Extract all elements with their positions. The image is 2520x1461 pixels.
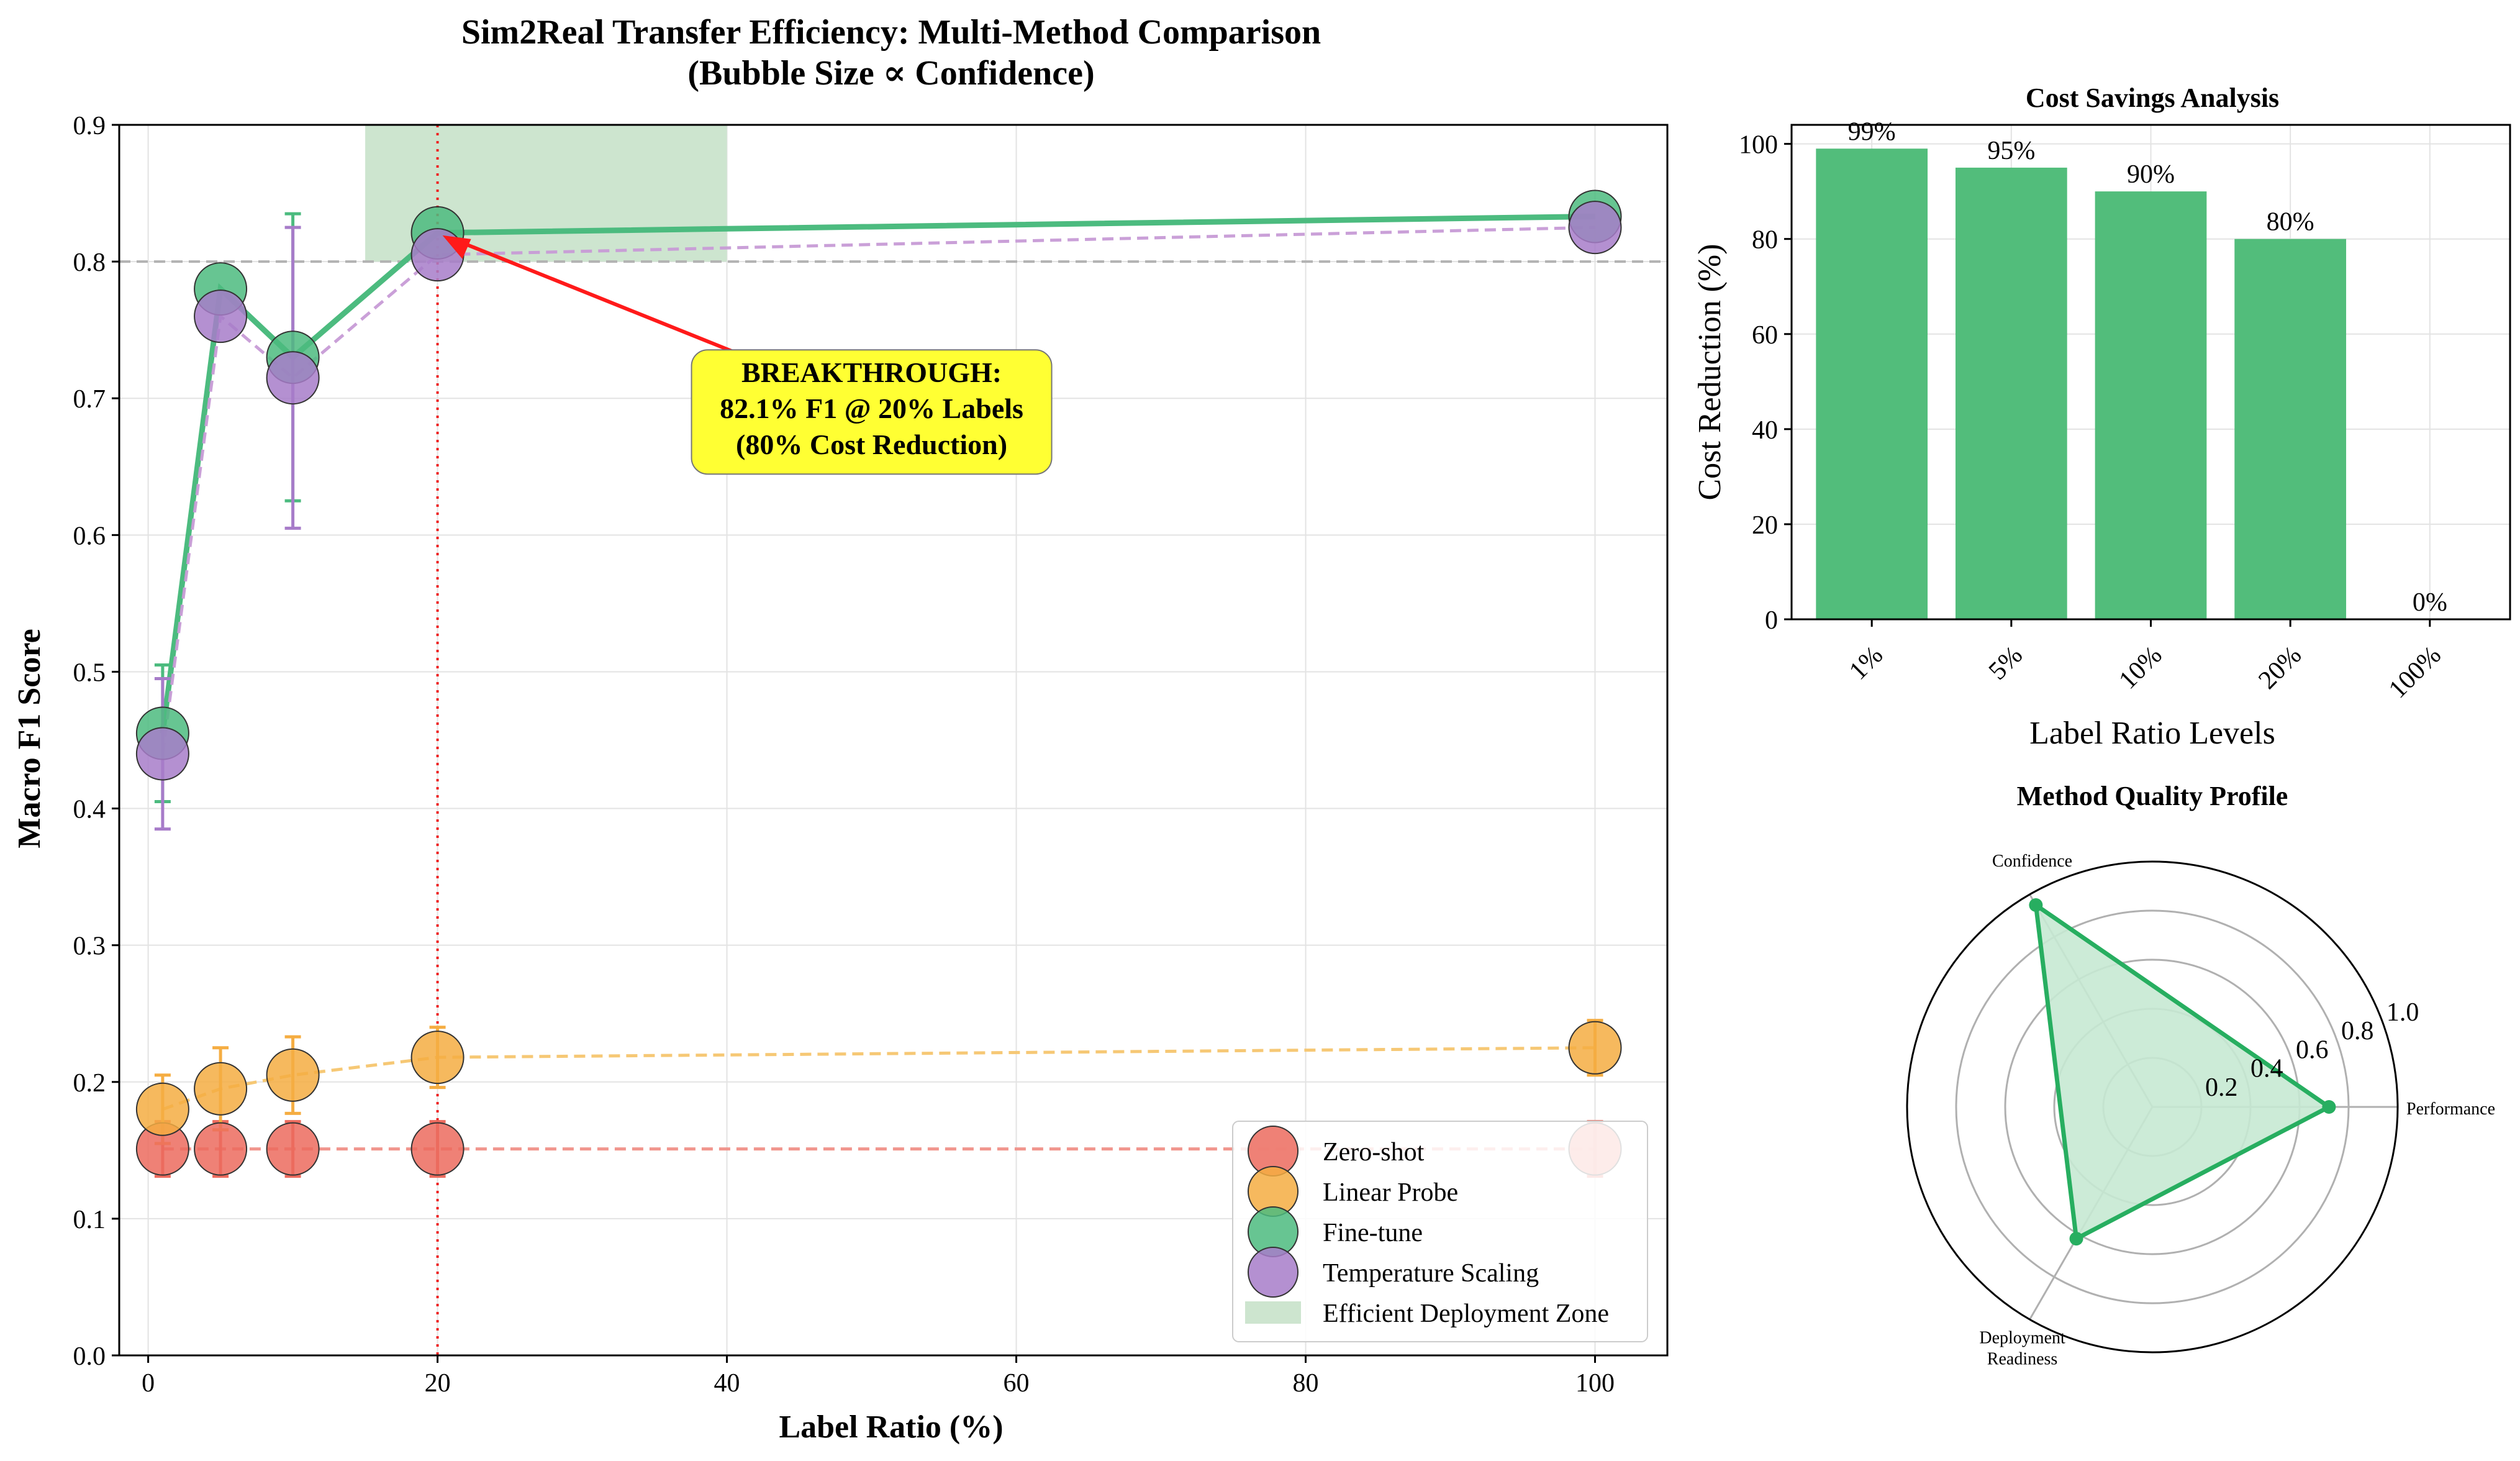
bubble-point (1568, 1021, 1622, 1075)
y-tick-label: 0.0 (73, 1342, 106, 1371)
cost-bar (2234, 239, 2347, 619)
radar-r-tick-label: 0.4 (2250, 1055, 2283, 1083)
annotation-arrow-head (442, 235, 471, 259)
main-axes-frame (118, 124, 1669, 1357)
bar-x-axis-label: Label Ratio Levels (2029, 716, 2275, 751)
annotation-text-line: BREAKTHROUGH: (741, 357, 1002, 388)
bar-y-tick-label: 40 (1752, 416, 1778, 445)
x-tick-label: 60 (1004, 1369, 1030, 1398)
series-line-3 (161, 225, 1595, 754)
y-tick-label: 0.1 (73, 1206, 106, 1234)
legend-label: Linear Probe (1323, 1178, 1458, 1207)
radar-r-tick-label: 1.0 (2386, 998, 2419, 1027)
radar-data-point (2069, 1232, 2083, 1246)
bar-y-tick-label: 80 (1752, 226, 1778, 255)
legend-marker (1248, 1247, 1299, 1298)
annotation-box (691, 349, 1053, 475)
bar-x-tick-label: 10% (2114, 641, 2168, 695)
radar-r-tick-label: 0.6 (2296, 1035, 2329, 1064)
main-chart-title-line2: (Bubble Size ∝ Confidence) (687, 54, 1094, 93)
x-tick-label: 80 (1293, 1369, 1319, 1398)
main-legend: Zero-shot Linear Probe Fine-tune Temperatur… (1232, 1121, 1648, 1342)
bubble-point (135, 727, 189, 781)
bar-y-tick-label: 0 (1765, 606, 1778, 635)
bar-plot-area: 99% 95% 90% 80% 0% 0 20 40 60 80 100 1% 5% 10% 20% 100% (1739, 117, 2511, 704)
bubble-point (194, 1062, 248, 1116)
radar-axis-label: Performance (2406, 1099, 2495, 1119)
bar-value-label: 0% (2413, 588, 2447, 617)
radar-outer-circle (1906, 860, 2399, 1354)
main-chart: Sim2Real Transfer Efficiency: Multi-Meth… (12, 13, 1669, 1445)
bar-x-tick-label: 1% (1844, 641, 1888, 686)
y-tick-label: 0.9 (73, 112, 106, 140)
x-tick-label: 0 (142, 1369, 155, 1398)
radar-data-point (2322, 1100, 2336, 1114)
main-y-axis-label: Macro F1 Score (12, 629, 47, 848)
radar-chart-title: Method Quality Profile (2017, 781, 2288, 811)
legend-box (1232, 1121, 1648, 1342)
x-tick-label: 40 (714, 1369, 740, 1398)
series-line-1 (162, 1046, 1595, 1111)
annotation-text-line: (80% Cost Reduction) (736, 429, 1007, 460)
bubble-point (1568, 201, 1622, 255)
legend-label: Fine-tune (1323, 1219, 1423, 1247)
radar-axis-label: Readiness (1987, 1349, 2058, 1368)
radar-data-point (2029, 898, 2043, 913)
legend-zone-swatch (1245, 1301, 1301, 1324)
x-tick-label: 20 (425, 1369, 451, 1398)
series-line-2 (160, 213, 1595, 734)
y-tick-label: 0.5 (73, 658, 106, 687)
radar-axis-label: Deployment (1979, 1328, 2065, 1347)
y-tick-label: 0.6 (73, 522, 106, 550)
bubble-point (266, 351, 320, 405)
breakthrough-annotation: BREAKTHROUGH: 82.1% F1 @ 20% Labels (80% C… (442, 235, 1053, 475)
radar-r-tick-label: 0.2 (2205, 1073, 2238, 1102)
bar-x-tick-label: 20% (2253, 641, 2307, 695)
bubble-point (194, 1122, 248, 1176)
cost-bar (1816, 148, 1928, 619)
bar-y-tick-label: 60 (1752, 321, 1778, 350)
radar-plot-area: 0.2 0.4 0.6 0.8 1.0 Performance Confidence Depl… (1906, 852, 2495, 1368)
annotation-arrow-shaft (455, 239, 733, 353)
bar-x-tick-label: 100% (2383, 641, 2447, 704)
legend-label: Temperature Scaling (1323, 1259, 1539, 1288)
bubble-point (410, 1122, 465, 1176)
bar-y-tick-label: 20 (1752, 511, 1778, 540)
cost-savings-chart: Cost Savings Analysis 99% 95% 90% 80% 0% 0 20 4… (1692, 83, 2511, 751)
bar-y-tick-label: 100 (1739, 131, 1778, 160)
radar-axis-label: Confidence (1992, 852, 2072, 871)
bubble-point (266, 1122, 320, 1176)
y-tick-label: 0.7 (73, 385, 106, 414)
bubble-point (135, 1082, 189, 1136)
bubble-point (410, 1031, 465, 1085)
radar-data-polygon (2033, 903, 2331, 1241)
y-tick-label: 0.2 (73, 1069, 106, 1098)
method-quality-radar: Method Quality Profile 0.2 0.4 0.6 0.8 1.0 Pe… (1906, 781, 2495, 1368)
y-tick-label: 0.4 (73, 796, 106, 824)
bubble-point (266, 1048, 320, 1102)
bar-value-label: 99% (1848, 117, 1896, 146)
legend-label: Efficient Deployment Zone (1323, 1299, 1609, 1328)
x-tick-label: 100 (1575, 1369, 1615, 1398)
y-tick-label: 0.8 (73, 248, 106, 277)
y-tick-label: 0.3 (73, 932, 106, 961)
bar-chart-title: Cost Savings Analysis (2026, 83, 2279, 113)
main-chart-title-line1: Sim2Real Transfer Efficiency: Multi-Meth… (461, 13, 1321, 52)
bar-value-label: 95% (1987, 137, 2035, 165)
annotation-text-line: 82.1% F1 @ 20% Labels (720, 393, 1023, 424)
main-x-axis-label: Label Ratio (%) (779, 1409, 1003, 1445)
bubble-point (194, 289, 248, 344)
legend-label: Zero-shot (1323, 1138, 1425, 1167)
bar-x-tick-label: 5% (1983, 641, 2028, 686)
bubble-point (410, 228, 465, 282)
bar-value-label: 90% (2127, 160, 2175, 189)
bar-value-label: 80% (2267, 208, 2314, 237)
bar-y-axis-label: Cost Reduction (%) (1692, 244, 1728, 500)
cost-bar (2095, 191, 2207, 620)
cost-bar (1955, 167, 2067, 619)
radar-r-tick-label: 0.8 (2341, 1017, 2374, 1045)
